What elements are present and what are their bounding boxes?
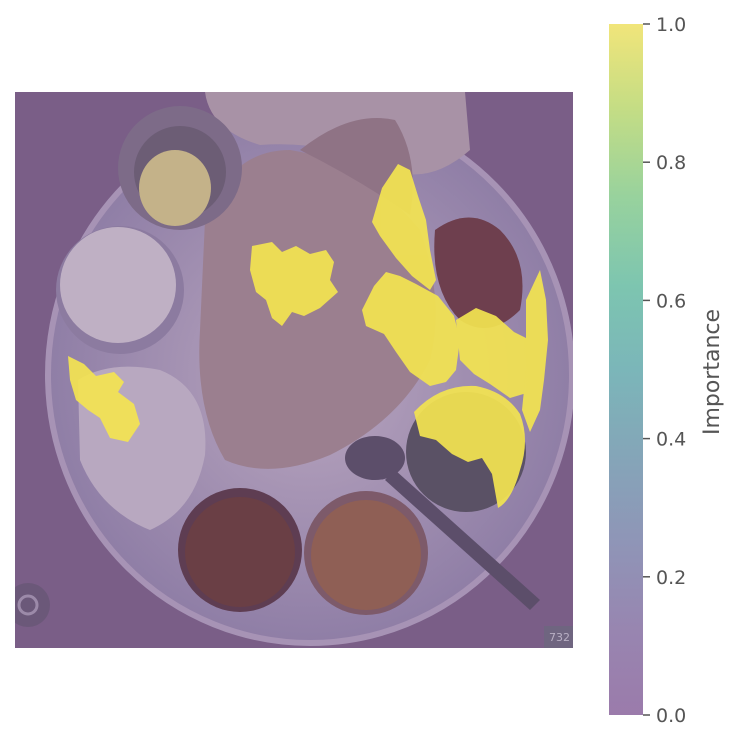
colorbar-ticks: 0.0 0.2 0.4 0.6 0.8 1.0 bbox=[643, 14, 686, 727]
region-rice-left-edge bbox=[68, 356, 140, 442]
lens-icon bbox=[15, 583, 50, 627]
colorbar-tick-label: 0.6 bbox=[656, 290, 686, 312]
food-photo: 732 ( bbox=[15, 92, 578, 648]
colorbar-gradient bbox=[609, 24, 643, 715]
colorbar-tick-label: 0.4 bbox=[656, 429, 686, 451]
region-green-curry-bowl bbox=[414, 385, 525, 508]
corner-label: 732 ( bbox=[549, 631, 578, 644]
colorbar: 0.0 0.2 0.4 0.6 0.8 1.0 Importance bbox=[609, 14, 725, 727]
meat-curry bbox=[434, 217, 523, 328]
region-roti-center bbox=[250, 242, 338, 326]
dal-left bbox=[185, 497, 295, 607]
colorbar-tick-label: 1.0 bbox=[656, 14, 686, 36]
importance-overlays bbox=[68, 164, 548, 508]
ghee-ball bbox=[139, 150, 211, 226]
curd bbox=[60, 227, 176, 343]
region-chapati-folds-right bbox=[362, 272, 460, 386]
region-chapati-folds-top bbox=[372, 164, 436, 290]
colorbar-tick-label: 0.0 bbox=[656, 705, 686, 727]
dal-right bbox=[311, 500, 421, 610]
lens-icon-ring bbox=[17, 594, 39, 616]
colorbar-tick-label: 0.2 bbox=[656, 567, 686, 589]
region-plate-right-rim bbox=[522, 270, 548, 432]
region-salad-greens bbox=[456, 308, 540, 398]
spoon-handle bbox=[385, 470, 540, 610]
colorbar-tick-label: 0.8 bbox=[656, 152, 686, 174]
spoon-head bbox=[345, 436, 405, 480]
corner-label-box bbox=[544, 626, 573, 648]
colorbar-label: Importance bbox=[700, 309, 725, 435]
